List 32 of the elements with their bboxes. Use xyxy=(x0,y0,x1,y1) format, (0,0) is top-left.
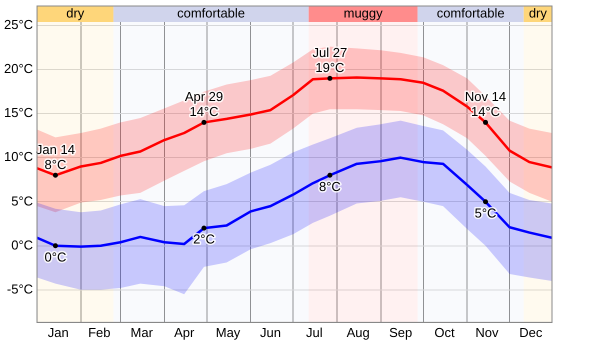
x-tick-label: Dec xyxy=(519,324,543,340)
annotation: 0°C xyxy=(44,249,66,264)
x-tick-label: Aug xyxy=(346,324,370,340)
x-tick-label: Jul xyxy=(306,324,323,340)
band-label: muggy xyxy=(344,6,384,21)
x-tick-label: Jun xyxy=(260,324,281,340)
x-tick-label: Sep xyxy=(389,324,412,340)
x-tick-label: Nov xyxy=(475,324,499,340)
annotation: Jan 14 8°C xyxy=(36,142,75,172)
y-tick-label: -5°C xyxy=(6,281,34,296)
y-tick-label: 20°C xyxy=(4,61,34,76)
annotation: Nov 14 14°C xyxy=(464,89,506,120)
y-tick-label: 15°C xyxy=(4,105,34,120)
y-tick-label: 0°C xyxy=(11,237,34,252)
annotation: 5°C xyxy=(474,205,496,220)
band-label: dry xyxy=(528,6,548,21)
x-tick-label: Oct xyxy=(434,324,455,340)
y-tick-label: 5°C xyxy=(11,193,34,208)
x-tick-label: May xyxy=(216,324,241,340)
band-label: comfortable xyxy=(177,6,246,21)
annotation: Jul 27 19°C xyxy=(312,44,348,75)
x-tick-label: Mar xyxy=(130,324,154,340)
band-label: dry xyxy=(66,6,85,21)
annotation: 8°C xyxy=(318,178,341,194)
annotation: 2°C xyxy=(193,232,215,247)
y-tick-label: 25°C xyxy=(4,17,34,32)
y-tick-label: 10°C xyxy=(4,149,34,164)
x-tick-label: Feb xyxy=(88,324,110,340)
x-tick-label: Apr xyxy=(174,324,195,340)
annotation: Apr 29 14°C xyxy=(184,89,224,120)
x-tick-label: Jan xyxy=(48,324,69,340)
band-label: comfortable xyxy=(436,6,505,21)
